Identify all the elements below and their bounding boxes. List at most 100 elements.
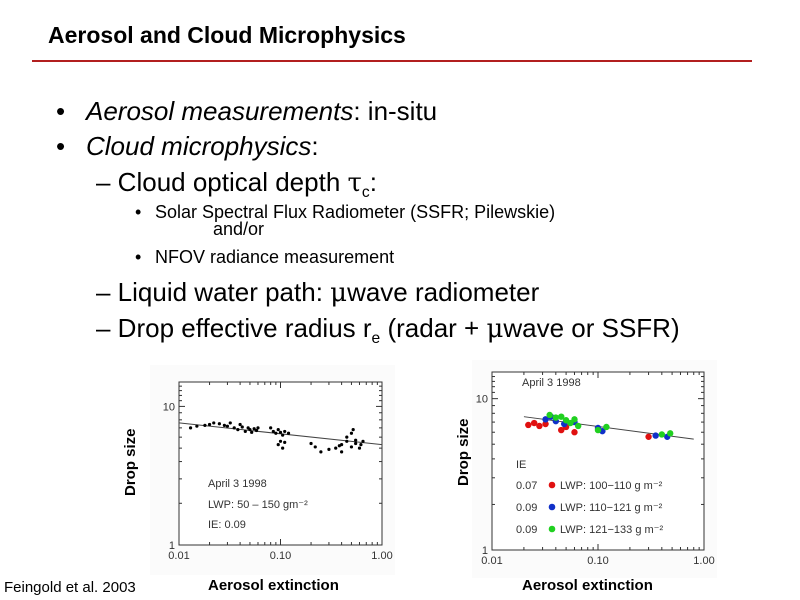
chart-annotation: April 3 1998 [522,377,581,389]
data-point [276,443,280,447]
legend-ie-value: 0.09 [516,502,537,514]
data-point [238,422,242,427]
data-point [309,441,313,446]
data-point [340,450,344,454]
y-axis-label: Drop size [455,418,472,486]
citation: Feingold et al. 2003 [4,579,136,596]
bullet-dot: • [56,131,66,161]
data-point [345,435,349,439]
plot-frame [491,371,705,551]
data-point [240,425,244,429]
sub-liquid-water: – Liquid water path: μwave radiometer [96,277,539,308]
data-point [276,428,280,432]
sub-liquid-water-b: wave radiometer [347,277,540,307]
title-rule [32,60,752,62]
bullet-cloud-rest: : [311,131,319,161]
tau-subscript: c [361,184,370,202]
data-point [542,416,549,423]
legend-label: LWP: 110−121 g m⁻² [560,502,663,514]
data-point [222,423,226,427]
x-axis-label: Aerosol extinction [208,577,339,594]
data-point [354,441,358,446]
data-point [652,432,659,439]
data-point [571,429,578,436]
data-point [574,422,582,430]
data-point [594,426,602,434]
data-point [207,422,212,427]
re-subscript: e [371,330,381,348]
legend-swatch [548,481,556,489]
data-point [283,440,287,444]
sub-optical-depth: – Cloud optical depth τc: [96,167,377,202]
x-tick-label: 0.01 [168,550,189,562]
x-tick-label: 0.10 [270,550,291,562]
data-point [252,427,256,431]
legend-ie-value: 0.09 [516,524,537,536]
bullet-dot: • [56,96,66,126]
mu-symbol: μ [330,278,348,308]
y-tick-label: 1 [482,545,488,557]
data-point [667,430,674,437]
y-axis-label: Drop size [122,428,139,496]
data-point [281,433,285,437]
chart-annotation: April 3 1998 [208,478,267,490]
data-point [571,416,578,423]
data-point [558,426,565,434]
x-tick-label: 1.00 [693,555,714,567]
data-point [530,419,538,427]
x-axis-label: Aerosol extinction [522,577,653,594]
data-point [354,438,358,442]
right-scatter-chart: 0.01 0.10 1.00 10 1 April 3 1998 IE 0.07 LWP: 10… [472,360,717,578]
data-point [188,426,193,430]
data-point [278,439,283,443]
data-point [525,421,532,429]
item-nfov: NFOV radiance measurement [155,247,395,267]
bullet-aerosol-emphasis: Aerosol measurements [86,96,354,126]
data-point [243,429,247,434]
sub-drop-radius: – Drop effective radius re (radar + μwav… [96,313,680,348]
data-point [327,447,331,451]
data-point [319,450,323,454]
y-tick-label: 10 [476,394,488,406]
legend-label: LWP: 100−110 g m⁻² [560,480,663,492]
bullet-cloud: Cloud microphysics: [86,131,319,162]
mu-symbol: μ [486,314,504,344]
data-point [357,446,362,450]
left-scatter-chart: 0.01 0.10 1.00 10 1 April 3 1998 LWP: 50 – 150… [150,365,395,575]
data-point [203,423,207,427]
y-tick-label: 10 [163,401,175,413]
slide-title: Aerosol and Cloud Microphysics [48,22,406,48]
sub-optical-depth-text: – Cloud optical depth [96,167,348,197]
data-point [248,428,252,432]
sub-drop-radius-a: – Drop effective radius r [96,313,372,343]
sub-optical-depth-colon: : [369,167,377,197]
legend-ie-value: 0.07 [516,480,537,492]
data-point [236,428,240,432]
data-point [283,429,287,434]
data-point [313,445,317,449]
chart-annotation: IE: 0.09 [208,519,246,531]
data-point [256,426,260,430]
legend-swatch [548,525,556,533]
data-point [195,424,199,428]
data-point [225,424,230,428]
data-point [658,431,666,438]
data-point [603,423,610,431]
data-point [361,439,365,443]
data-point [274,431,278,435]
data-point [558,413,565,420]
tau-symbol: τ [347,168,362,198]
data-point [250,430,254,434]
sub-drop-radius-b: (radar + [380,313,487,343]
chart-annotation: IE [516,459,526,471]
x-tick-label: 0.10 [587,555,608,567]
data-point [232,426,236,430]
x-tick-label: 0.01 [481,555,502,567]
item-andor: and/or [213,219,265,239]
data-point [351,428,355,432]
data-point [271,429,275,434]
sub-liquid-water-a: – Liquid water path: [96,277,331,307]
data-point [536,422,543,430]
bullet-dot: • [135,247,142,267]
legend-swatch [548,503,556,511]
